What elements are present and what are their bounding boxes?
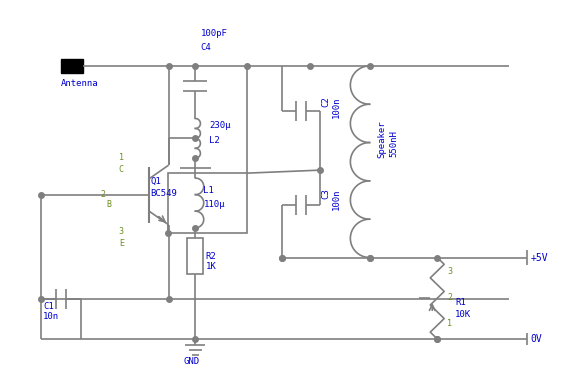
Text: +5V: +5V bbox=[531, 253, 548, 263]
Text: Speaker: Speaker bbox=[378, 120, 387, 158]
Text: L1: L1 bbox=[203, 186, 214, 195]
Text: 110µ: 110µ bbox=[203, 200, 225, 209]
Text: 10n: 10n bbox=[43, 312, 59, 321]
Text: BC549: BC549 bbox=[151, 189, 177, 198]
Text: 1: 1 bbox=[119, 153, 124, 162]
Text: B: B bbox=[107, 200, 112, 209]
Text: 1: 1 bbox=[447, 319, 452, 328]
Text: 550nH: 550nH bbox=[390, 130, 399, 157]
Text: 100pF: 100pF bbox=[200, 29, 227, 38]
Text: C: C bbox=[119, 165, 124, 174]
Text: E: E bbox=[119, 239, 124, 248]
Text: Antenna: Antenna bbox=[61, 79, 99, 88]
Text: C4: C4 bbox=[200, 43, 211, 52]
Text: C1: C1 bbox=[43, 302, 54, 311]
Text: GND: GND bbox=[184, 357, 200, 366]
Text: 100n: 100n bbox=[332, 188, 341, 210]
Text: 3: 3 bbox=[447, 267, 452, 277]
Text: 10K: 10K bbox=[455, 310, 471, 319]
Text: 0V: 0V bbox=[531, 334, 543, 344]
Text: 2: 2 bbox=[447, 293, 452, 302]
Text: C2: C2 bbox=[322, 97, 331, 107]
Bar bbox=[168, 173, 247, 233]
Text: 3: 3 bbox=[119, 227, 124, 236]
Text: C3: C3 bbox=[322, 188, 331, 199]
Bar bbox=[61, 59, 83, 73]
Text: 230µ: 230µ bbox=[209, 120, 231, 130]
Text: 2: 2 bbox=[101, 190, 106, 199]
Text: 100n: 100n bbox=[332, 97, 341, 118]
Text: L2: L2 bbox=[209, 136, 220, 146]
Text: Q1: Q1 bbox=[151, 177, 162, 186]
Text: R1: R1 bbox=[455, 298, 466, 307]
Bar bbox=[187, 238, 203, 274]
Text: R2: R2 bbox=[205, 251, 216, 261]
Text: 1K: 1K bbox=[205, 263, 216, 272]
